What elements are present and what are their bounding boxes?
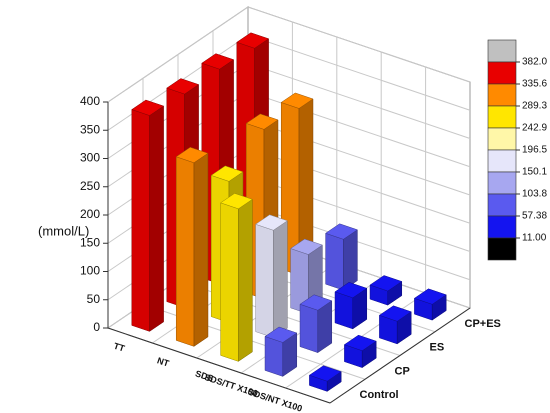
bar <box>220 193 253 362</box>
z-tick-label: 300 <box>80 151 100 165</box>
bar-side-face <box>193 152 209 347</box>
colorbar-box <box>487 39 517 63</box>
bar <box>299 294 333 354</box>
legend-label: ES <box>430 342 445 354</box>
bar-front-face <box>334 291 354 330</box>
z-tick-label: 0 <box>93 320 100 334</box>
bar-top-face <box>236 32 270 49</box>
colorbar-label: 196.5 <box>522 145 547 156</box>
bar <box>334 282 368 330</box>
z-tick-label: 100 <box>80 264 100 278</box>
colorbar-label: 11.00 <box>522 233 547 244</box>
z-tick-label: 200 <box>80 207 100 221</box>
bar <box>378 305 412 345</box>
bar-top-face <box>255 214 288 231</box>
bar-top-face <box>166 78 200 95</box>
z-tick-label: 50 <box>87 292 101 306</box>
colorbar-box <box>487 127 517 151</box>
bar-top-face <box>413 288 447 305</box>
bar-top-face <box>369 275 403 292</box>
bar-front-face <box>264 336 284 377</box>
bar <box>255 214 288 339</box>
grid-line <box>107 6 471 103</box>
bar-top-face <box>343 334 377 351</box>
bar-front-face <box>175 156 195 347</box>
x-tick-label: TT <box>112 341 126 354</box>
bar-top-face <box>325 223 358 240</box>
colorbar-box <box>487 83 517 107</box>
bar-top-face <box>175 146 209 164</box>
colorbar-label: 289.3 <box>522 101 547 112</box>
colorbar-box <box>487 215 517 239</box>
colorbar-box <box>487 171 517 195</box>
bar-top-face <box>378 305 412 322</box>
bar-side-face <box>238 198 253 362</box>
colorbar-label: 150.1 <box>522 167 547 178</box>
colorbar-box <box>487 61 517 85</box>
bar <box>413 288 447 321</box>
bar-top-face <box>245 113 279 130</box>
bar <box>131 99 165 332</box>
bar-top-face <box>299 294 333 311</box>
bar-top-face <box>220 193 253 210</box>
colorbar-label: 335.6 <box>522 79 547 90</box>
z-tick-label: 400 <box>80 94 100 108</box>
z-tick-label: 350 <box>80 122 100 136</box>
bar-side-face <box>343 229 358 291</box>
bar-top-face <box>210 165 244 182</box>
bar-top-face <box>308 365 342 382</box>
legend-label: CP <box>395 365 410 377</box>
bar-top-face <box>290 238 323 255</box>
bar-front-face <box>220 202 239 362</box>
bar-top-face <box>201 53 235 70</box>
depth-axis <box>329 307 471 404</box>
bar-side-face <box>149 105 164 332</box>
axis-label: (mmol/L) <box>38 223 89 238</box>
x-axis <box>107 327 331 404</box>
colorbar-label: 57.38 <box>522 211 547 222</box>
colorbar-box <box>487 237 517 261</box>
bar-side-face <box>273 220 288 339</box>
bar-front-face <box>299 303 319 353</box>
z-tick-label: 250 <box>80 179 100 193</box>
colorbar-label: 103.8 <box>522 189 547 200</box>
bar <box>264 326 298 377</box>
bar-top-face <box>264 326 298 343</box>
bar-top-face <box>334 282 368 299</box>
bar-front-face <box>255 223 274 338</box>
z-tick-label: 150 <box>80 235 100 249</box>
colorbar-label: 382.0 <box>522 57 547 68</box>
colorbar-box <box>487 149 517 173</box>
bar-top-face <box>280 92 314 109</box>
bar <box>175 146 209 347</box>
colorbar-box <box>487 105 517 129</box>
x-tick-label: NT <box>156 355 171 368</box>
bar <box>343 334 377 369</box>
legend-label: Control <box>360 389 399 401</box>
colorbar-label: 242.9 <box>522 123 547 134</box>
bar-front-face <box>131 109 150 332</box>
bar-front-face <box>325 232 344 291</box>
bar-top-face <box>131 99 165 116</box>
colorbar-box <box>487 193 517 217</box>
bar <box>369 275 403 306</box>
bar <box>308 365 342 392</box>
bar <box>325 223 358 291</box>
legend-label: CP+ES <box>465 318 501 330</box>
